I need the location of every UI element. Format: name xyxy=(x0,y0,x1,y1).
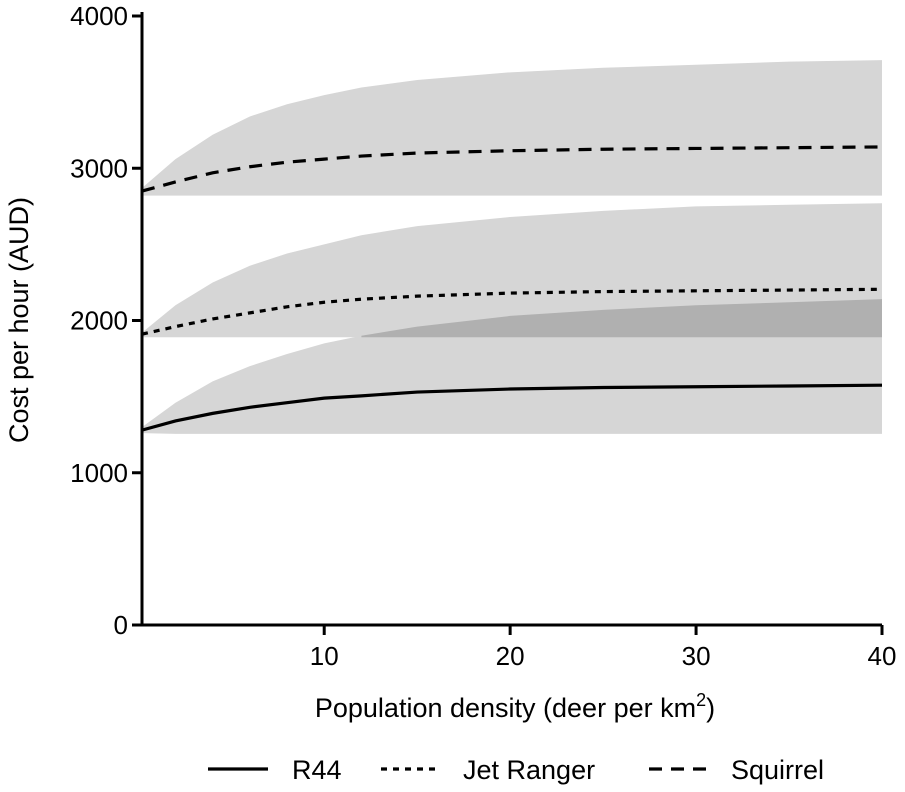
x-tick-label: 40 xyxy=(868,641,897,671)
y-tick-label: 4000 xyxy=(70,1,128,31)
line-jet-ranger xyxy=(141,287,883,336)
axes: 0 1000 2000 3000 4000 10 20 30 40 xyxy=(70,1,896,671)
line-r44 xyxy=(141,383,883,432)
x-axis-title-main: Population density (deer per km xyxy=(315,693,696,723)
x-tick-label: 30 xyxy=(682,641,711,671)
overlap-r44-jet-ranger xyxy=(361,299,882,338)
y-axis-title: Cost per hour (AUD) xyxy=(4,197,34,443)
y-tick-label: 1000 xyxy=(70,458,128,488)
y-tick-label: 2000 xyxy=(70,306,128,336)
line-squirrel xyxy=(141,145,883,193)
confidence-bands xyxy=(142,60,882,434)
series-lines xyxy=(141,145,883,432)
y-tick-label: 3000 xyxy=(70,153,128,183)
band-jet-ranger xyxy=(142,203,882,338)
x-axis-title: Population density (deer per km2) xyxy=(315,690,715,723)
legend-label-jet-ranger: Jet Ranger xyxy=(463,755,595,785)
x-axis-title-superscript: 2 xyxy=(696,690,706,710)
x-tick-label: 20 xyxy=(496,641,525,671)
legend-label-squirrel: Squirrel xyxy=(731,755,824,785)
band-squirrel xyxy=(142,60,882,196)
x-tick-label: 10 xyxy=(310,641,339,671)
legend-label-r44: R44 xyxy=(292,755,342,785)
x-axis-title-suffix: ) xyxy=(706,693,715,723)
legend: R44 Jet Ranger Squirrel xyxy=(208,755,824,785)
band-overlaps xyxy=(361,299,882,338)
y-tick-label: 0 xyxy=(114,610,128,640)
